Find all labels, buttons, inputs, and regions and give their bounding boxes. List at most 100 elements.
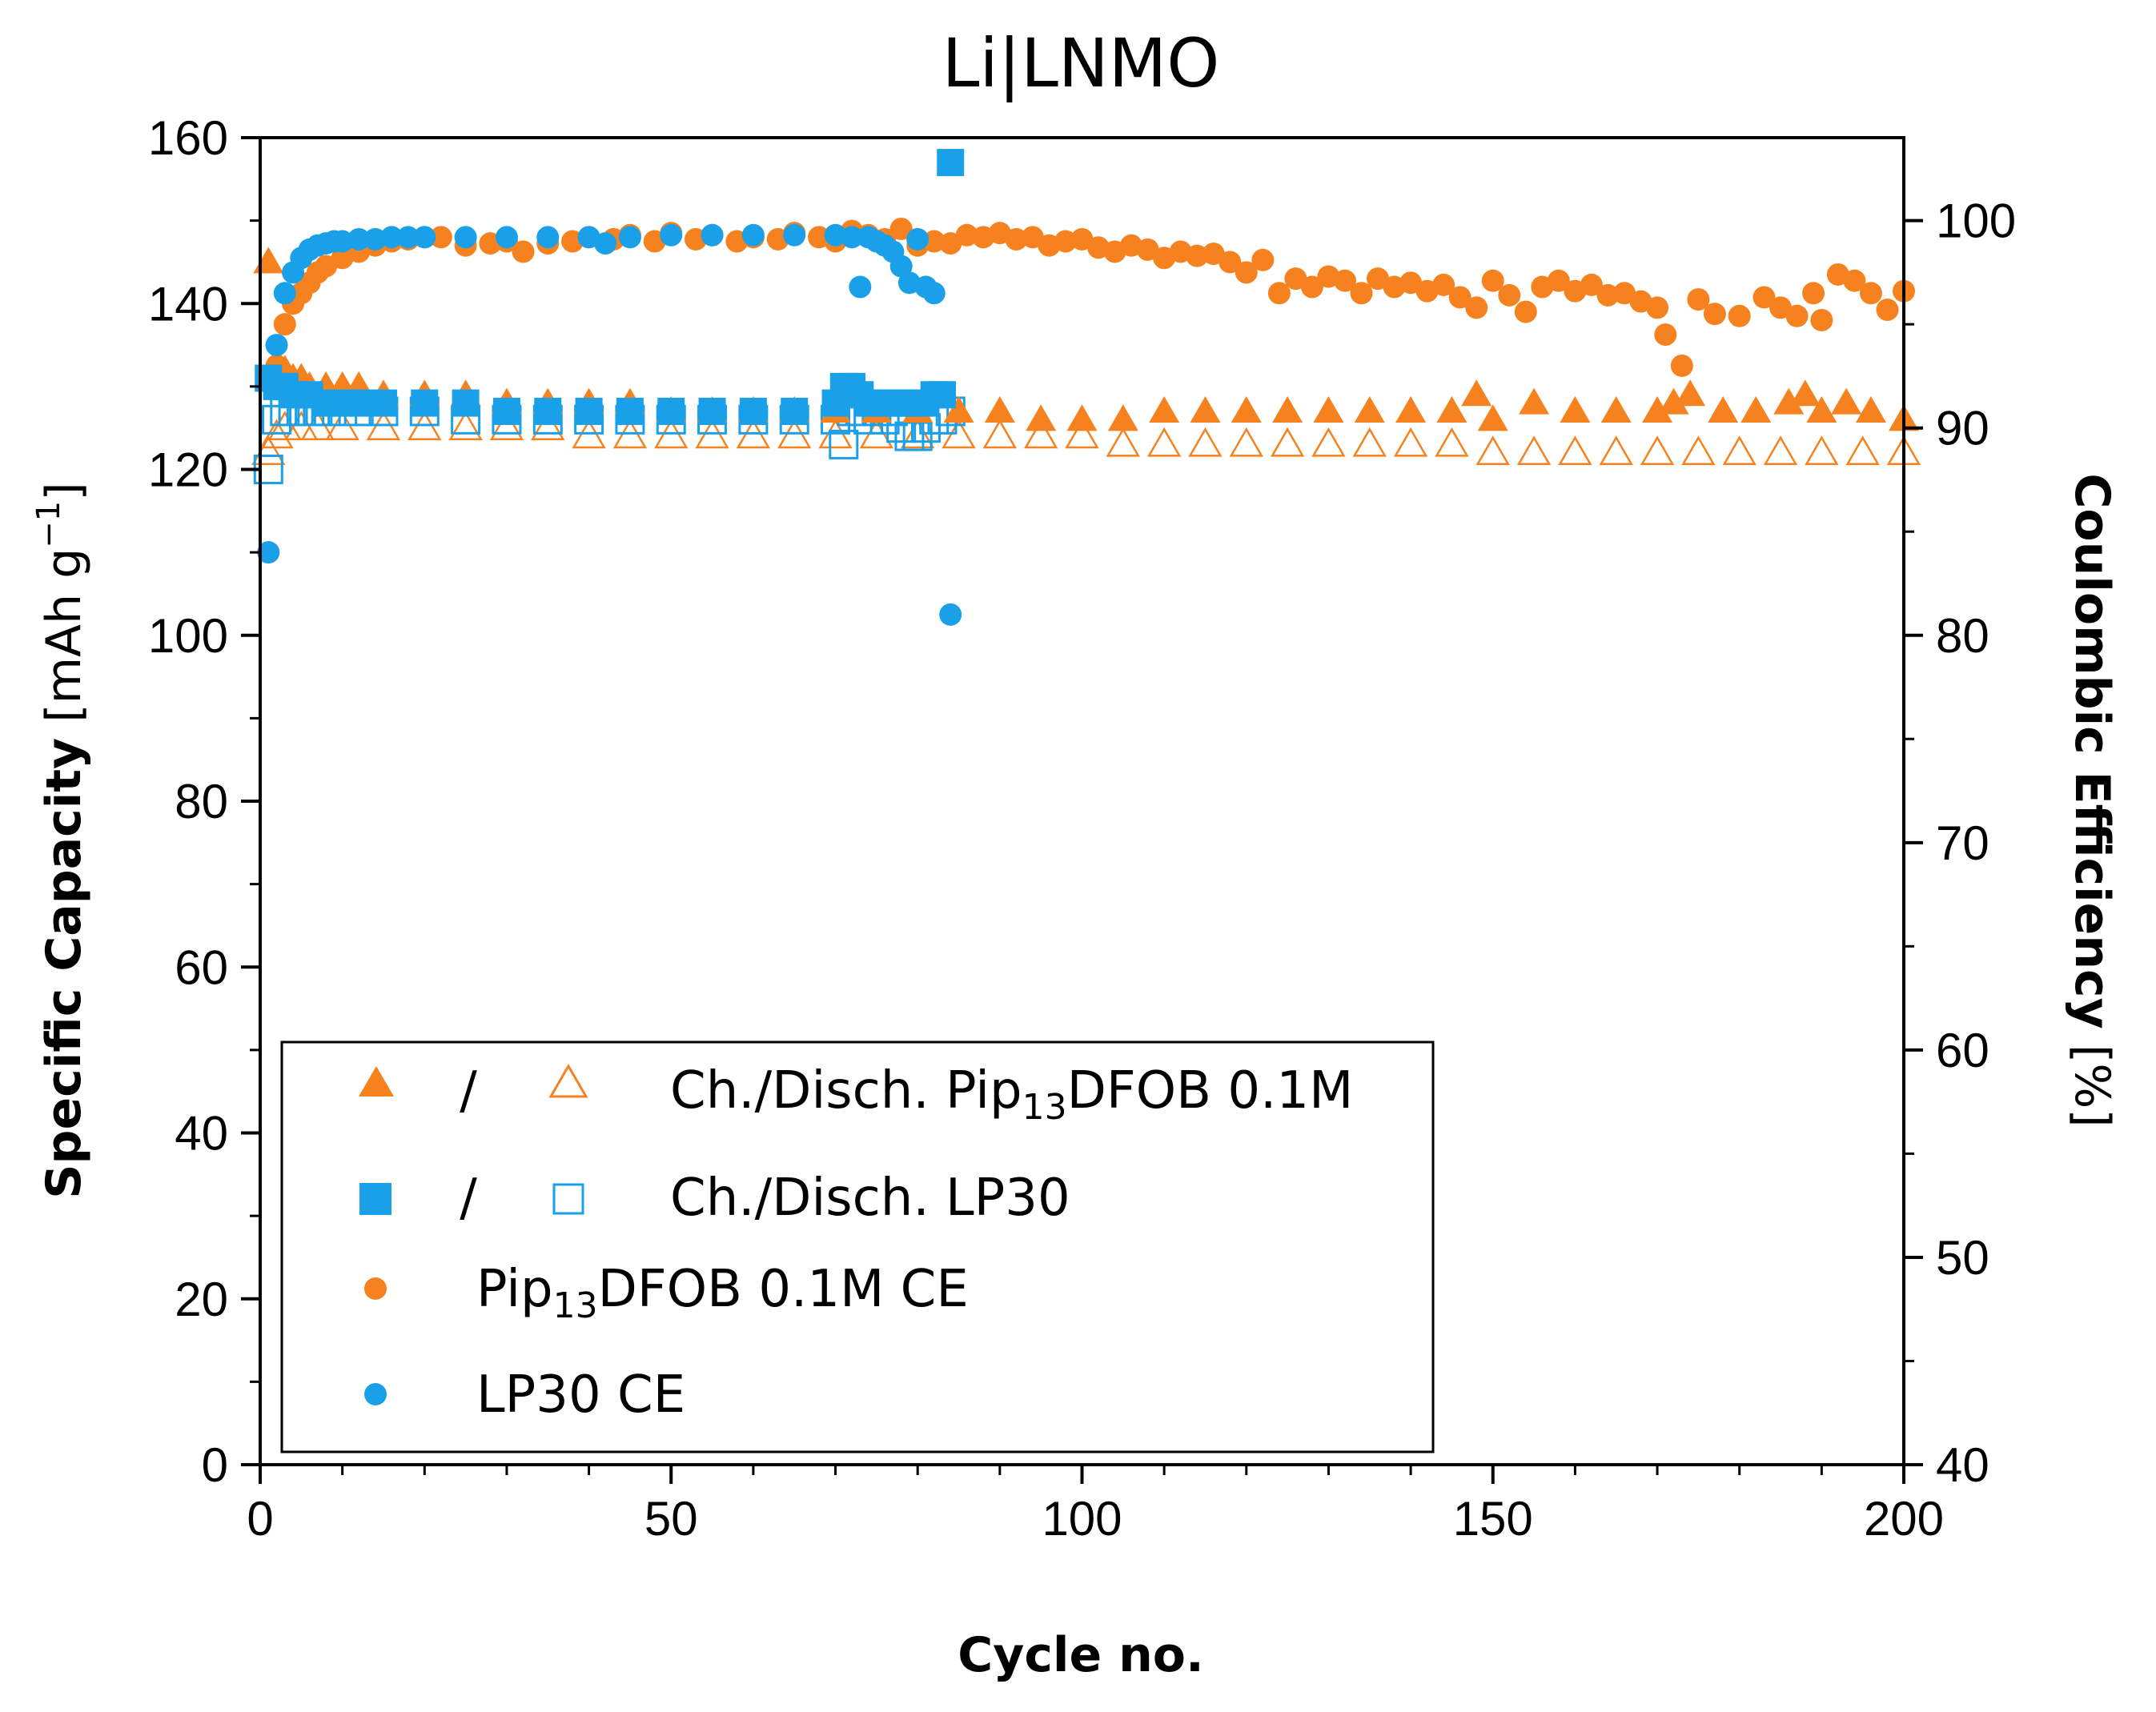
legend-entry-pip-ce-sub: 13 — [553, 1285, 598, 1326]
series-pip13dfob-0-1m-ce — [257, 217, 1915, 564]
data-point — [1580, 273, 1603, 296]
data-point — [1066, 404, 1098, 431]
data-point — [534, 397, 562, 425]
data-point — [1558, 435, 1592, 466]
data-point — [1436, 395, 1467, 423]
data-point — [1802, 282, 1825, 305]
data-point — [1267, 282, 1291, 305]
data-point — [1642, 395, 1673, 423]
data-point — [618, 226, 641, 249]
chart-title: Li|LNMO — [942, 24, 1220, 102]
data-point — [955, 223, 978, 247]
legend-entry-pip-ce-post: DFOB 0.1M CE — [598, 1260, 969, 1319]
data-point — [1477, 404, 1508, 431]
data-point — [1481, 269, 1504, 292]
data-point — [1675, 379, 1706, 407]
data-point — [698, 397, 726, 425]
data-point — [1190, 395, 1221, 423]
data-point — [1024, 419, 1058, 449]
data-point — [1514, 300, 1537, 323]
data-point — [1516, 435, 1552, 466]
data-point — [939, 603, 962, 626]
data-point — [1270, 427, 1305, 457]
data-point — [265, 334, 288, 357]
y-tick-label: 0 — [202, 1438, 228, 1492]
legend-marker-lp30-discharge — [552, 1183, 584, 1215]
data-point — [1149, 395, 1180, 423]
data-point — [396, 226, 420, 249]
data-point — [257, 541, 280, 564]
series-lp30-ce — [257, 223, 962, 626]
y-axis-title-unit: [mAh g — [36, 548, 92, 723]
legend-marker-lp30-charge — [359, 1183, 391, 1215]
data-point — [1596, 283, 1620, 307]
y2-tick-label: 80 — [1936, 609, 1989, 663]
data-point — [1107, 404, 1138, 431]
data-point — [512, 240, 535, 263]
data-point — [492, 397, 520, 425]
data-point — [1219, 251, 1242, 274]
y-tick-label: 100 — [148, 609, 228, 663]
data-point — [1432, 273, 1455, 296]
x-tick-label: 100 — [1042, 1492, 1122, 1546]
legend-entry-lp30-ce: LP30 CE — [476, 1365, 685, 1425]
y2-tick-label: 50 — [1936, 1231, 1989, 1285]
data-point — [906, 227, 929, 251]
y2-tick-label: 60 — [1936, 1024, 1989, 1077]
legend-entry-pip-ch-disch-sub: 13 — [1022, 1087, 1067, 1128]
data-point — [1831, 387, 1862, 415]
data-point — [1810, 308, 1833, 331]
data-point — [253, 247, 284, 274]
data-point — [262, 404, 292, 435]
data-point — [739, 397, 767, 425]
data-point — [1599, 435, 1633, 466]
data-point — [1065, 419, 1099, 449]
legend-entry-pip-ch-disch-post: DFOB 0.1M — [1067, 1061, 1354, 1121]
data-point — [928, 381, 956, 409]
data-point — [1272, 395, 1303, 423]
data-point — [536, 226, 560, 249]
y2-axis-title-main: Coulombic Efficiency — [2064, 473, 2120, 1028]
y-tick-label: 140 — [148, 277, 228, 331]
data-point — [701, 223, 724, 247]
data-point — [345, 389, 373, 417]
x-tick-label: 150 — [1453, 1492, 1533, 1546]
data-point — [1435, 427, 1469, 457]
data-point — [943, 395, 974, 423]
data-point — [1763, 435, 1798, 466]
series-ch-lp30 — [255, 149, 965, 425]
data-point — [1806, 395, 1837, 423]
data-point — [1670, 354, 1693, 377]
y-tick-label: 40 — [175, 1107, 228, 1161]
data-point — [1350, 282, 1373, 305]
data-point — [1753, 286, 1776, 309]
y2-tick-label: 70 — [1936, 816, 1989, 870]
data-point — [347, 227, 371, 251]
data-point — [1300, 275, 1323, 299]
data-point — [657, 397, 685, 425]
data-point — [889, 217, 913, 240]
data-point — [922, 282, 946, 305]
data-point — [849, 275, 872, 299]
data-point — [781, 397, 809, 425]
data-point — [937, 149, 965, 177]
data-point — [829, 429, 859, 459]
data-point — [1708, 395, 1739, 423]
legend: / Ch./Disch. Pip13DFOB 0.1M / Ch./Disch.… — [280, 1040, 1435, 1453]
data-point — [1654, 323, 1677, 347]
y-tick-label: 160 — [148, 111, 228, 165]
data-point — [1188, 427, 1223, 457]
legend-sep-2: / — [460, 1169, 477, 1228]
legend-box — [280, 1040, 1435, 1453]
data-point — [1876, 299, 1899, 322]
data-point — [1395, 395, 1427, 423]
data-point — [380, 226, 403, 249]
data-point — [616, 397, 644, 425]
data-point — [1722, 435, 1757, 466]
x-axis-title: Cycle no. — [958, 1627, 1204, 1683]
legend-entry-pip-ch-disch-pre: Ch./Disch. Pip — [670, 1061, 1022, 1121]
legend-entry-lp30-ch-disch: Ch./Disch. LP30 — [670, 1169, 1070, 1228]
data-point — [448, 411, 483, 440]
data-point — [1229, 427, 1263, 457]
data-point — [1805, 435, 1839, 466]
